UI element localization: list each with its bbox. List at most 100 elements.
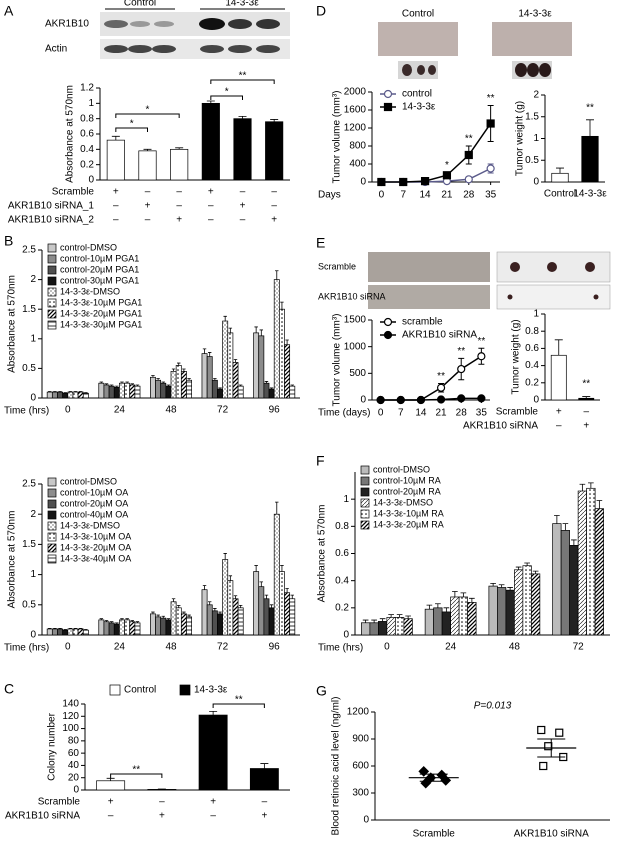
condition-mark: – bbox=[271, 187, 277, 198]
bar bbox=[594, 508, 604, 636]
y-tick-label: 0.6 bbox=[525, 343, 539, 354]
significance: * bbox=[445, 160, 449, 171]
condition-label: AKR1B10 siRNA bbox=[463, 421, 538, 432]
point bbox=[477, 394, 486, 403]
y-tick-label: 0.2 bbox=[335, 602, 349, 613]
legend-swatch bbox=[47, 532, 57, 542]
bar bbox=[258, 335, 265, 399]
error-bar bbox=[207, 601, 212, 605]
bar bbox=[170, 371, 177, 399]
error-bar bbox=[507, 587, 513, 591]
error-bar bbox=[125, 381, 129, 384]
error-bar bbox=[524, 562, 530, 566]
error-bar bbox=[362, 619, 369, 623]
legend-swatch bbox=[47, 320, 57, 330]
x-axis-label: Time (days) bbox=[318, 408, 370, 419]
y-tick-label: 0 bbox=[360, 395, 366, 406]
y-tick-label: 800 bbox=[349, 141, 366, 152]
error-bar bbox=[582, 396, 591, 399]
significance: * bbox=[130, 119, 134, 130]
panel-letter: B bbox=[4, 233, 13, 249]
significance: ** bbox=[477, 336, 485, 347]
bar bbox=[46, 391, 53, 399]
point bbox=[477, 352, 486, 361]
bar bbox=[386, 616, 396, 636]
bar bbox=[134, 385, 141, 399]
error-bar bbox=[171, 368, 176, 372]
legend-label: control-10µM RA bbox=[373, 475, 441, 485]
error-bar bbox=[125, 618, 129, 620]
bar bbox=[51, 391, 58, 399]
error-bar bbox=[53, 627, 57, 629]
bar bbox=[222, 320, 229, 399]
error-bar bbox=[238, 605, 243, 608]
point bbox=[544, 742, 553, 751]
legend-swatch bbox=[47, 543, 57, 553]
bar bbox=[522, 565, 532, 636]
error-bar bbox=[48, 627, 52, 629]
bar bbox=[124, 382, 131, 399]
x-tick-label: 0 bbox=[65, 405, 71, 416]
y-tick-label: 1.5 bbox=[525, 111, 539, 122]
point bbox=[457, 364, 466, 374]
bar bbox=[488, 585, 498, 636]
legend-swatch bbox=[360, 509, 370, 519]
error-bar bbox=[498, 584, 505, 588]
condition-label: Scramble bbox=[38, 797, 81, 808]
bar bbox=[441, 611, 451, 636]
x-tick-label: Scramble bbox=[413, 829, 456, 840]
bar bbox=[268, 607, 275, 636]
error-bar bbox=[290, 594, 294, 599]
legend-swatch bbox=[47, 276, 57, 286]
legend-swatch bbox=[360, 498, 370, 508]
error-bar bbox=[218, 387, 222, 390]
point bbox=[436, 383, 446, 392]
legend-label: control-30µM PGA1 bbox=[60, 275, 139, 285]
error-bar bbox=[202, 348, 207, 354]
x-tick-label: 48 bbox=[509, 642, 521, 653]
error-bar bbox=[228, 327, 233, 333]
bar bbox=[62, 629, 69, 636]
error-bar bbox=[596, 500, 603, 509]
error-bar bbox=[379, 618, 386, 622]
bar bbox=[201, 353, 208, 399]
bar bbox=[577, 490, 587, 636]
point bbox=[376, 395, 385, 405]
error-bar bbox=[99, 618, 104, 620]
bar bbox=[57, 391, 63, 399]
y-tick-label: 900 bbox=[352, 734, 369, 745]
x-tick-label: 0 bbox=[379, 190, 385, 201]
legend-label: 14-3-3ε-30µM PGA1 bbox=[60, 319, 142, 329]
error-bar bbox=[588, 482, 594, 489]
error-bar bbox=[78, 627, 83, 629]
y-tick-label: 600 bbox=[352, 761, 369, 772]
condition-label: AKR1B10 siRNA_2 bbox=[8, 215, 95, 226]
point bbox=[442, 171, 452, 180]
bar bbox=[233, 118, 252, 181]
legend-swatch bbox=[47, 254, 57, 264]
y-tick-label: 0.5 bbox=[22, 363, 36, 374]
error-bar bbox=[426, 604, 433, 610]
error-bar bbox=[269, 387, 274, 390]
significance: * bbox=[225, 87, 229, 98]
error-bar bbox=[460, 592, 467, 597]
bar bbox=[550, 354, 567, 401]
legend-swatch bbox=[47, 510, 57, 520]
error-bar bbox=[264, 594, 269, 599]
legend-swatch bbox=[360, 520, 370, 530]
y-tick-label: 500 bbox=[349, 368, 366, 379]
error-bar bbox=[73, 391, 78, 393]
blot-row-label: Actin bbox=[45, 44, 67, 55]
error-bar bbox=[537, 738, 566, 758]
blot-group-label: 14-3-3ε bbox=[225, 0, 259, 9]
bar bbox=[150, 376, 156, 399]
legend-label: 14-3-3ε-20µM RA bbox=[373, 519, 444, 529]
point bbox=[486, 119, 495, 128]
bar bbox=[279, 308, 285, 399]
bar bbox=[96, 780, 126, 791]
error-bar bbox=[161, 615, 165, 619]
bar bbox=[72, 628, 79, 636]
bar bbox=[273, 279, 280, 399]
error-bar bbox=[260, 763, 269, 769]
